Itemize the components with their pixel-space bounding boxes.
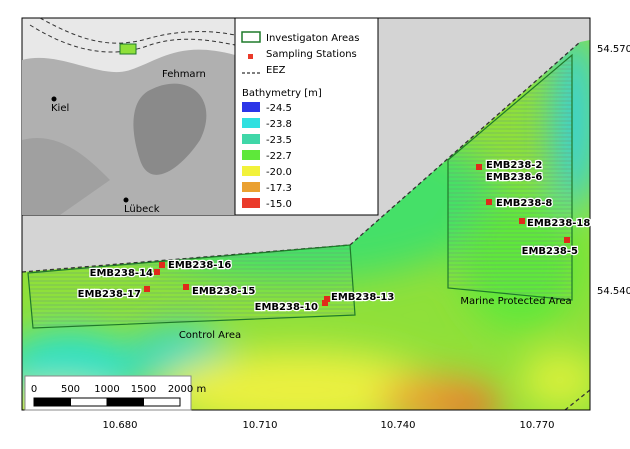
legend-label: -20.0 <box>266 167 292 178</box>
station-marker <box>159 262 165 268</box>
inset-label: Lübeck <box>124 204 160 215</box>
x-tick-label: 10.740 <box>381 420 416 431</box>
legend-color <box>242 118 260 128</box>
station-label: EMB238-5 <box>522 246 578 257</box>
station-marker <box>144 286 150 292</box>
station-marker <box>486 199 492 205</box>
x-tick-label: 10.680 <box>103 420 138 431</box>
legend-swatch <box>241 31 261 43</box>
station-marker <box>519 218 525 224</box>
station-label: EMB238-14 <box>90 268 153 279</box>
station-marker <box>154 269 160 275</box>
station-marker <box>322 300 328 306</box>
eez-line <box>564 389 590 410</box>
legend-color <box>242 150 260 160</box>
x-tick-label: 10.770 <box>520 420 555 431</box>
legend-title: Bathymetry [m] <box>242 88 322 99</box>
protected-area <box>447 53 573 301</box>
area-label: Marine Protected Area <box>460 296 571 307</box>
legend-label: -15.0 <box>266 199 292 210</box>
legend-label: -17.3 <box>266 183 292 194</box>
area-label: Control Area <box>179 330 241 341</box>
legend-label: Investigaton Areas <box>266 33 360 44</box>
station-marker <box>476 164 482 170</box>
station-marker <box>564 237 570 243</box>
legend-color <box>242 134 260 144</box>
legend-color <box>242 198 260 208</box>
station-label: EMB238-10 <box>255 302 318 313</box>
legend-label: -24.5 <box>266 103 292 114</box>
station-label: EMB238-13 <box>331 292 394 303</box>
scale-bar: 0 500 1000 1500 2000 m <box>31 384 206 407</box>
scale-label: 1000 <box>94 384 119 395</box>
y-tick-label: 54.570 <box>597 44 630 55</box>
scale-label: 2000 m <box>168 384 206 395</box>
legend-color <box>242 166 260 176</box>
control-area <box>27 244 356 329</box>
station-marker <box>183 284 189 290</box>
station-label: EMB238-17 <box>78 289 141 300</box>
legend-color <box>242 102 260 112</box>
legend-label: Sampling Stations <box>266 49 357 60</box>
scale-segment <box>33 397 71 407</box>
legend-color <box>242 182 260 192</box>
scale-label: 0 <box>31 384 37 395</box>
station-marker <box>324 296 330 302</box>
legend-label: -22.7 <box>266 151 292 162</box>
scale-segment <box>143 397 181 407</box>
scale-label: 1500 <box>131 384 156 395</box>
station-label: EMB238-15 <box>192 286 255 297</box>
legend-label: -23.8 <box>266 119 292 130</box>
legend-label: -23.5 <box>266 135 292 146</box>
legend: Investigaton Areas Sampling Stations EEZ Ba… <box>241 31 360 210</box>
inset-label: Fehmarn <box>162 69 206 80</box>
legend-swatch <box>248 54 253 59</box>
x-tick-label: 10.710 <box>243 420 278 431</box>
scale-segment <box>106 397 144 407</box>
station-label: EMB238-6 <box>486 172 542 183</box>
inset-map <box>21 17 236 216</box>
station-label: EMB238-16 <box>168 260 231 271</box>
y-tick-label: 54.540 <box>597 286 630 297</box>
scale-segment <box>70 397 108 407</box>
inset-label: Kiel <box>51 103 69 114</box>
station-label: EMB238-2 <box>486 160 542 171</box>
station-label: EMB238-18 <box>527 218 590 229</box>
station-label: EMB238-8 <box>496 198 552 209</box>
scale-label: 500 <box>61 384 80 395</box>
legend-label: EEZ <box>266 65 286 76</box>
